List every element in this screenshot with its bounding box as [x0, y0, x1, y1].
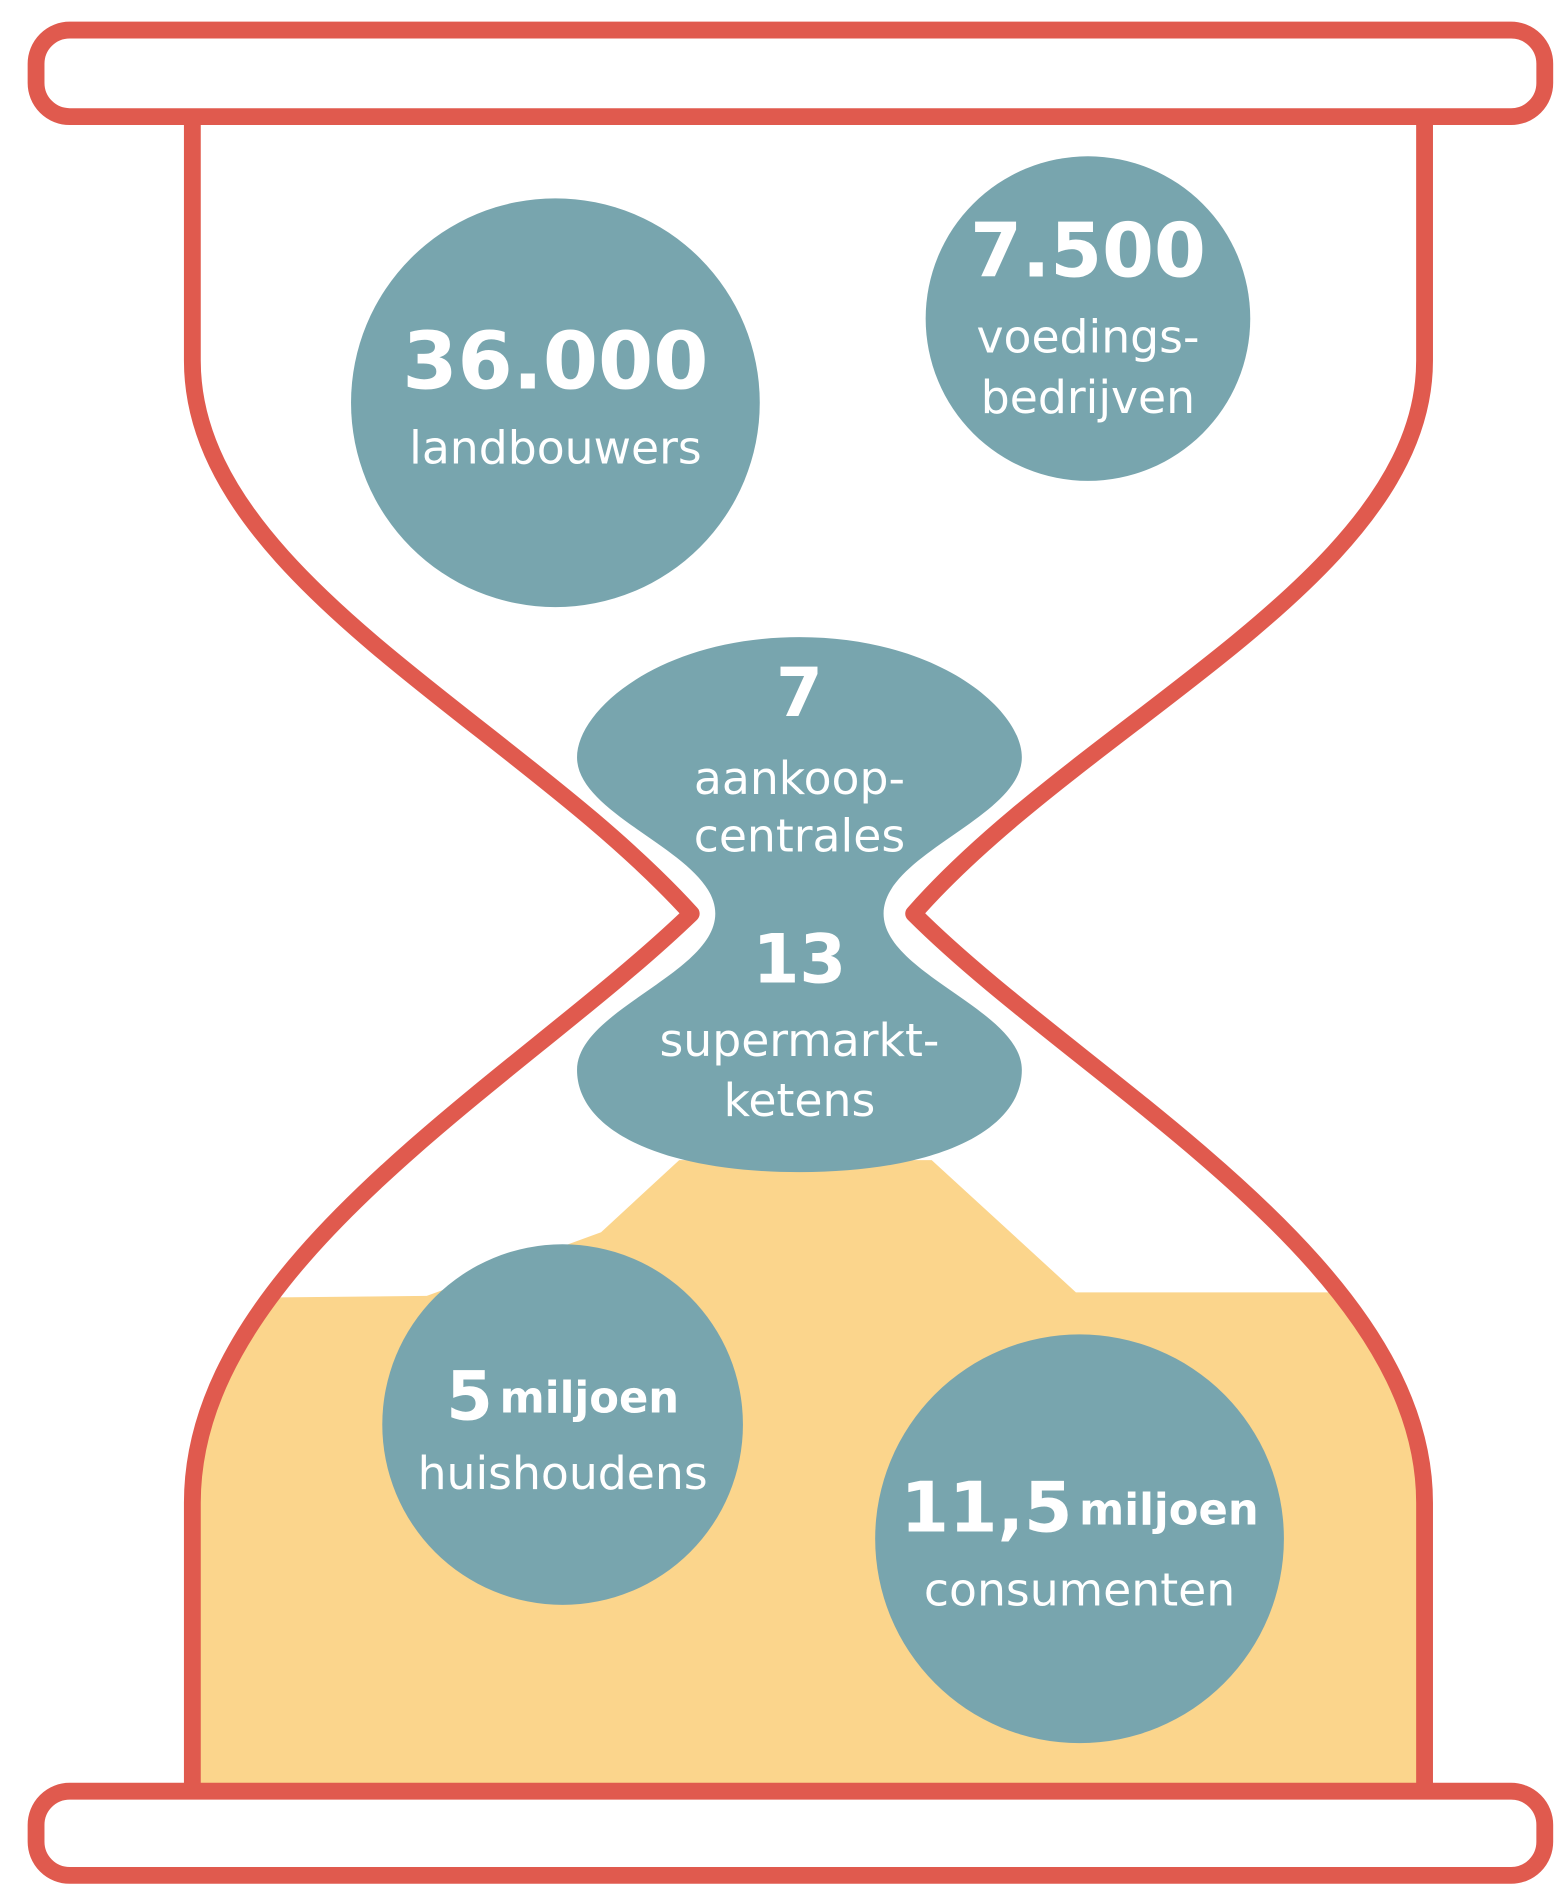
stat-label: consumenten — [924, 1563, 1235, 1616]
page: 36.000 landbouwers 7.500 voedings- bedri… — [0, 0, 1558, 1885]
stat-unit: miljoen — [500, 1373, 679, 1423]
hourglass-infographic: 36.000 landbouwers 7.500 voedings- bedri… — [0, 0, 1558, 1885]
stat-label: voedings- — [976, 311, 1199, 364]
stat-label: huishoudens — [418, 1447, 708, 1500]
stat-number: 7 — [776, 654, 823, 732]
bubble — [382, 1244, 743, 1605]
stat-label: bedrijven — [981, 371, 1195, 424]
stat-number: 36.000 — [402, 315, 708, 408]
stat-number: 11,5 — [900, 1467, 1072, 1548]
stat-label: supermarkt- — [659, 1014, 939, 1067]
stat-label: ketens — [724, 1074, 876, 1127]
stat-label: landbouwers — [409, 421, 702, 474]
stat-number: 13 — [753, 921, 847, 999]
bottom-bar — [36, 1791, 1545, 1875]
stat-label: centrales — [694, 810, 905, 863]
stat-number: 7.500 — [970, 208, 1206, 295]
stat-unit: miljoen — [1079, 1485, 1258, 1535]
stat-number: 5 — [446, 1357, 493, 1435]
top-bar — [36, 30, 1545, 117]
stat-label: aankoop- — [694, 752, 905, 805]
